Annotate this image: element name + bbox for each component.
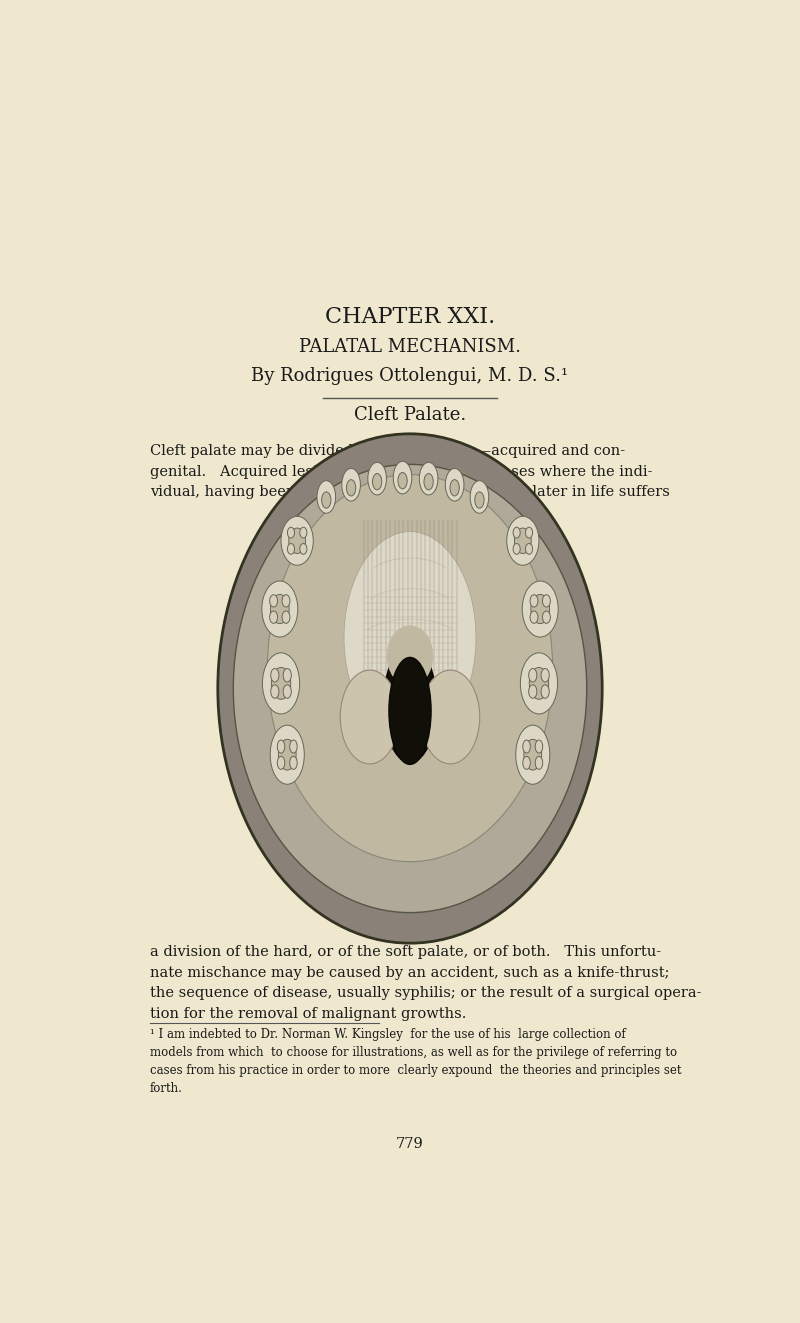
Ellipse shape [368, 462, 386, 495]
Ellipse shape [541, 685, 550, 699]
Ellipse shape [398, 472, 407, 488]
Ellipse shape [522, 581, 558, 638]
Ellipse shape [526, 544, 533, 554]
Ellipse shape [523, 740, 530, 753]
Text: By Rodrigues Ottolengui, M. D. S.¹: By Rodrigues Ottolengui, M. D. S.¹ [251, 366, 569, 385]
Ellipse shape [340, 671, 399, 763]
Ellipse shape [531, 594, 550, 623]
Ellipse shape [513, 528, 520, 538]
Ellipse shape [535, 757, 542, 770]
Ellipse shape [287, 544, 294, 554]
Ellipse shape [394, 462, 412, 493]
Ellipse shape [270, 668, 279, 681]
Ellipse shape [384, 646, 436, 762]
Ellipse shape [514, 528, 531, 553]
Ellipse shape [373, 474, 382, 490]
Ellipse shape [530, 595, 538, 607]
Ellipse shape [317, 480, 336, 513]
Ellipse shape [270, 595, 278, 607]
Ellipse shape [282, 595, 290, 607]
Ellipse shape [450, 480, 459, 496]
Ellipse shape [262, 652, 300, 714]
Ellipse shape [542, 595, 550, 607]
Text: Cleft palate may be divided into two classes—acquired and con-
genital.   Acquir: Cleft palate may be divided into two cla… [150, 445, 670, 499]
Ellipse shape [542, 611, 550, 623]
Ellipse shape [530, 668, 549, 700]
Ellipse shape [524, 740, 542, 770]
Ellipse shape [270, 594, 289, 623]
Ellipse shape [262, 581, 298, 638]
Ellipse shape [270, 611, 278, 623]
Ellipse shape [526, 528, 533, 538]
Text: ¹ I am indebted to Dr. Norman W. Kingsley  for the use of his  large collection : ¹ I am indebted to Dr. Norman W. Kingsle… [150, 1028, 681, 1094]
Text: 779: 779 [396, 1136, 424, 1151]
Ellipse shape [346, 480, 356, 496]
Ellipse shape [290, 740, 297, 753]
Ellipse shape [523, 757, 530, 770]
Ellipse shape [281, 516, 314, 565]
Ellipse shape [530, 611, 538, 623]
Ellipse shape [278, 740, 285, 753]
Ellipse shape [282, 611, 290, 623]
Ellipse shape [386, 626, 434, 687]
Ellipse shape [283, 685, 291, 699]
Ellipse shape [516, 725, 550, 785]
Text: Fig. 1064.: Fig. 1064. [372, 507, 448, 520]
Ellipse shape [389, 658, 431, 765]
Ellipse shape [344, 532, 476, 744]
Text: Cleft Palate.: Cleft Palate. [354, 406, 466, 425]
Ellipse shape [446, 468, 464, 501]
Ellipse shape [290, 757, 297, 770]
Ellipse shape [267, 475, 553, 861]
Ellipse shape [270, 725, 304, 785]
Ellipse shape [287, 528, 294, 538]
Ellipse shape [529, 685, 537, 699]
Text: CHAPTER XXI.: CHAPTER XXI. [325, 306, 495, 328]
Ellipse shape [470, 480, 489, 513]
Ellipse shape [506, 516, 539, 565]
Ellipse shape [474, 492, 484, 508]
Ellipse shape [234, 464, 586, 913]
Ellipse shape [278, 740, 296, 770]
Text: PALATAL MECHANISM.: PALATAL MECHANISM. [299, 339, 521, 356]
Ellipse shape [520, 652, 558, 714]
Ellipse shape [270, 685, 279, 699]
Ellipse shape [421, 671, 480, 763]
Ellipse shape [289, 528, 306, 553]
Ellipse shape [278, 757, 285, 770]
Ellipse shape [300, 544, 307, 554]
Ellipse shape [283, 668, 291, 681]
Text: a division of the hard, or of the soft palate, or of both.   This unfortu-
nate : a division of the hard, or of the soft p… [150, 945, 701, 1021]
Ellipse shape [535, 740, 542, 753]
Ellipse shape [541, 668, 550, 681]
Ellipse shape [529, 668, 537, 681]
Ellipse shape [300, 528, 307, 538]
Ellipse shape [342, 468, 361, 501]
Ellipse shape [513, 544, 520, 554]
Ellipse shape [218, 434, 602, 943]
Ellipse shape [424, 474, 434, 490]
Ellipse shape [271, 668, 290, 700]
Ellipse shape [322, 492, 331, 508]
Ellipse shape [419, 462, 438, 495]
